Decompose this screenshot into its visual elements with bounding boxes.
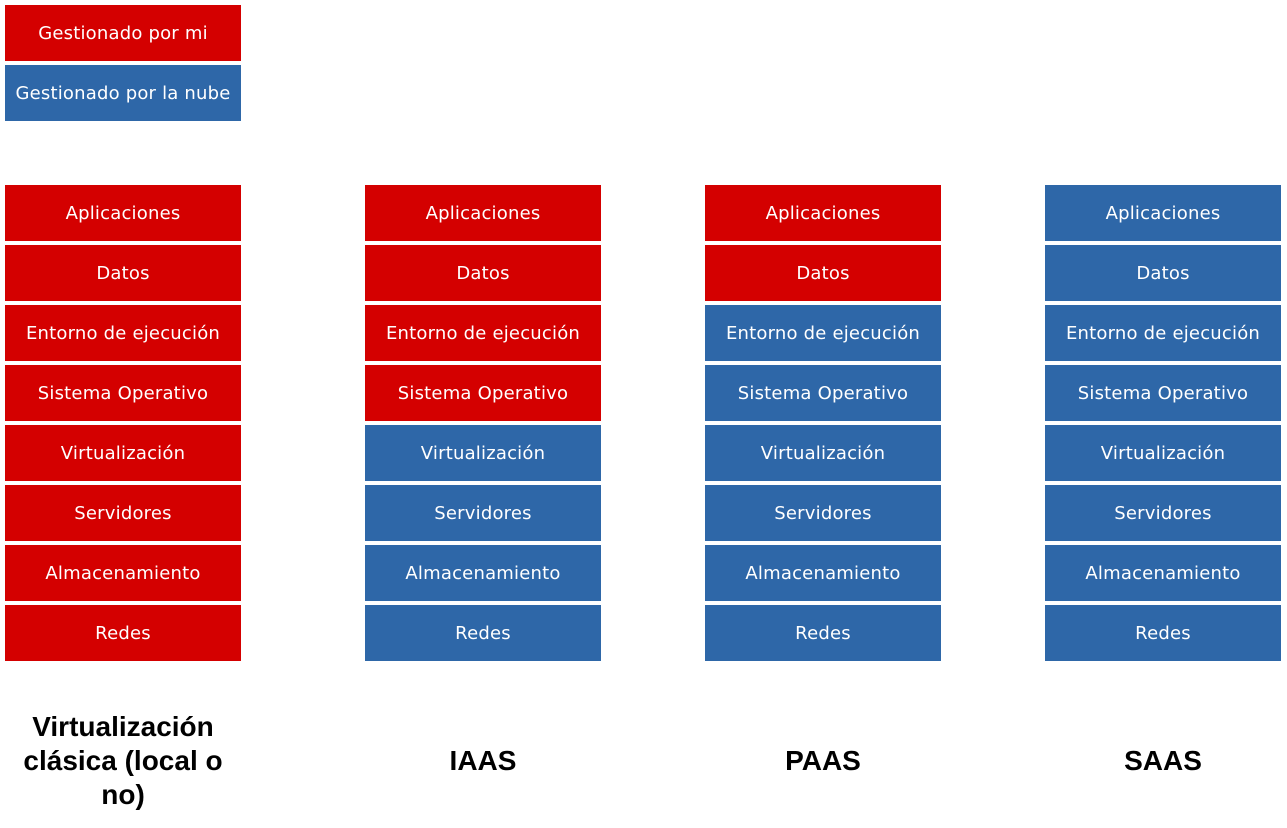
layer-box-paas-6: Servidores [705,485,941,541]
layer-box-saas-1: Aplicaciones [1045,185,1281,241]
layer-label: Datos [796,262,850,284]
layer-label: Aplicaciones [765,202,881,224]
layer-box-iaas-8: Redes [365,605,601,661]
layer-label: Entorno de ejecución [1065,322,1261,344]
layer-box-iaas-4: Sistema Operativo [365,365,601,421]
layer-label: Redes [795,622,851,644]
layer-label: Redes [455,622,511,644]
layer-box-paas-5: Virtualización [705,425,941,481]
layer-box-paas-3: Entorno de ejecución [705,305,941,361]
layer-label: Aplicaciones [65,202,181,224]
layer-label: Entorno de ejecución [25,322,221,344]
legend-managed-by-cloud-label: Gestionado por la nube [15,82,231,104]
layer-box-saas-7: Almacenamiento [1045,545,1281,601]
layer-label: Datos [1136,262,1190,284]
layer-label: Entorno de ejecución [725,322,921,344]
layer-label: Almacenamiento [405,562,561,584]
layer-box-iaas-1: Aplicaciones [365,185,601,241]
layer-label: Sistema Operativo [37,382,209,404]
layer-box-iaas-6: Servidores [365,485,601,541]
layer-label: Sistema Operativo [397,382,569,404]
layer-box-saas-8: Redes [1045,605,1281,661]
layer-label: Aplicaciones [425,202,541,224]
layer-label: Redes [1135,622,1191,644]
layer-box-iaas-5: Virtualización [365,425,601,481]
layer-label: Aplicaciones [1105,202,1221,224]
layer-label: Almacenamiento [1085,562,1241,584]
legend-managed-by-me: Gestionado por mi [5,5,241,61]
column-title-text: Virtualización clásica (local o no) [23,711,223,810]
layer-box-iaas-3: Entorno de ejecución [365,305,601,361]
layer-box-classic-virtualization-2: Datos [5,245,241,301]
column-title-text: PAAS [785,745,861,776]
layer-box-classic-virtualization-6: Servidores [5,485,241,541]
legend-managed-by-me-label: Gestionado por mi [38,22,208,44]
layer-label: Virtualización [760,442,886,464]
layer-label: Servidores [1114,502,1212,524]
layer-label: Virtualización [420,442,546,464]
layer-box-classic-virtualization-5: Virtualización [5,425,241,481]
column-title-saas: SAAS [1045,710,1281,812]
layer-box-saas-6: Servidores [1045,485,1281,541]
column-title-text: SAAS [1124,745,1202,776]
column-title-paas: PAAS [705,710,941,812]
layer-box-paas-4: Sistema Operativo [705,365,941,421]
layer-label: Datos [456,262,510,284]
layer-label: Servidores [74,502,172,524]
layer-box-classic-virtualization-7: Almacenamiento [5,545,241,601]
layer-label: Servidores [434,502,532,524]
layer-box-paas-8: Redes [705,605,941,661]
column-title-text: IAAS [449,745,517,776]
layer-label: Redes [95,622,151,644]
layer-box-saas-3: Entorno de ejecución [1045,305,1281,361]
layer-box-paas-2: Datos [705,245,941,301]
layer-box-iaas-2: Datos [365,245,601,301]
layer-label: Entorno de ejecución [385,322,581,344]
layer-box-classic-virtualization-8: Redes [5,605,241,661]
legend-managed-by-cloud: Gestionado por la nube [5,65,241,121]
layer-box-iaas-7: Almacenamiento [365,545,601,601]
layer-box-paas-1: Aplicaciones [705,185,941,241]
layer-label: Virtualización [1100,442,1226,464]
layer-box-classic-virtualization-1: Aplicaciones [5,185,241,241]
layer-label: Almacenamiento [45,562,201,584]
layer-box-saas-4: Sistema Operativo [1045,365,1281,421]
layer-label: Sistema Operativo [737,382,909,404]
layer-label: Almacenamiento [745,562,901,584]
column-title-iaas: IAAS [365,710,601,812]
column-title-classic-virtualization: Virtualización clásica (local o no) [5,710,241,812]
layer-label: Datos [96,262,150,284]
layer-label: Sistema Operativo [1077,382,1249,404]
layer-box-classic-virtualization-3: Entorno de ejecución [5,305,241,361]
layer-box-saas-2: Datos [1045,245,1281,301]
layer-label: Servidores [774,502,872,524]
layer-box-saas-5: Virtualización [1045,425,1281,481]
layer-box-paas-7: Almacenamiento [705,545,941,601]
layer-label: Virtualización [60,442,186,464]
layer-box-classic-virtualization-4: Sistema Operativo [5,365,241,421]
